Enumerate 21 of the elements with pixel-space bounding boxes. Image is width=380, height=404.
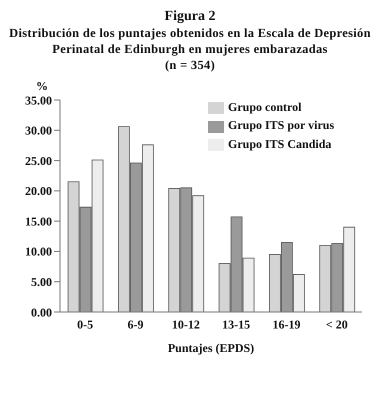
y-tick-label: 25.00 <box>25 154 52 168</box>
legend-label: Grupo ITS Candida <box>228 136 332 150</box>
legend-label: Grupo ITS por virus <box>228 118 334 132</box>
x-tick-label: 0-5 <box>77 318 94 332</box>
y-tick-label: 5.00 <box>31 274 52 289</box>
chart-title: Figura 2 <box>164 8 216 25</box>
y-tick-label: 20.00 <box>25 184 52 198</box>
x-tick-label: 16-19 <box>272 318 300 332</box>
chart-subtitle: Distribución de los puntajes obtenidos en la Escala de Depresión Perinatal de Edinburgh en mujeres embarazadas (n = 354) <box>8 25 372 73</box>
y-tick-label: 30.00 <box>25 124 52 138</box>
y-tick-label: 10.00 <box>25 244 52 259</box>
y-tick-label: 35.00 <box>25 93 52 108</box>
x-tick-label: 6-9 <box>128 318 144 332</box>
x-tick-label: 10-12 <box>172 318 200 332</box>
x-tick-label: < 20 <box>326 318 348 332</box>
legend-label: Grupo control <box>228 100 302 114</box>
y-tick-label: 0.00 <box>31 305 52 320</box>
y-tick-label: 15.00 <box>25 214 52 228</box>
x-axis-title: Puntajes (EPDS) <box>168 341 254 355</box>
y-axis-title: % <box>36 79 49 94</box>
x-tick-label: 13-15 <box>222 318 250 332</box>
